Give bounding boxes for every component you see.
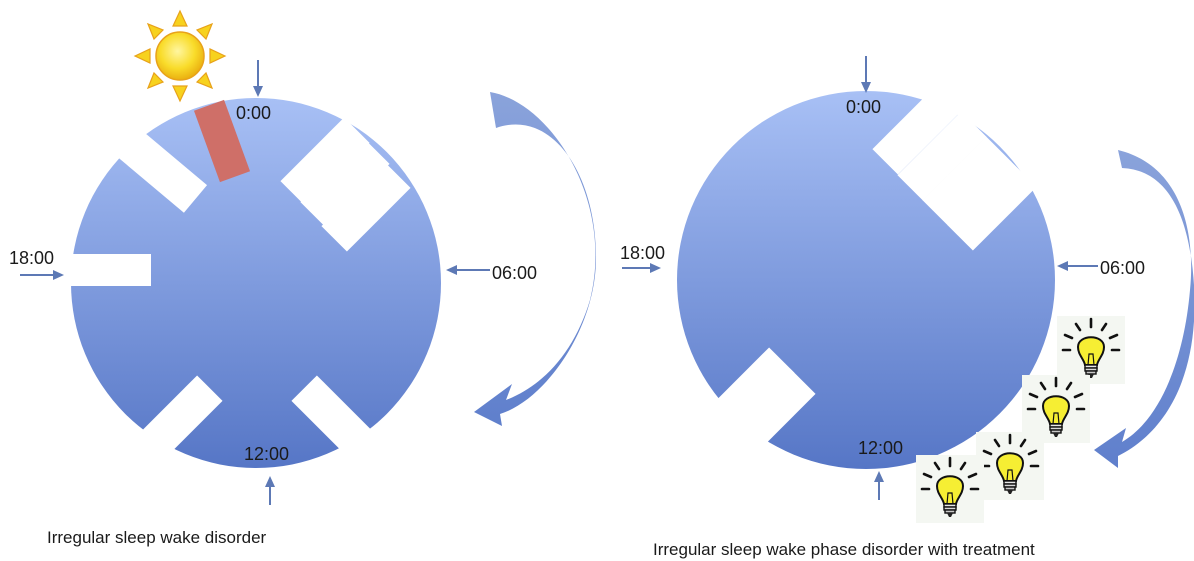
lightbulb-icon [914, 453, 986, 525]
sleep-block [947, 161, 1037, 251]
sleep-block [897, 111, 987, 201]
sleep-block [70, 254, 151, 286]
sleep-block [321, 162, 411, 252]
sun-icon [133, 9, 227, 103]
right-label-0000: 0:00 [846, 97, 881, 117]
left-panel: 0:00 06:00 12:00 18:00 Irregular sleep w… [9, 9, 597, 547]
lightbulb-icon [974, 430, 1046, 502]
sleep-block [291, 375, 381, 465]
right-label-0600: 06:00 [1100, 258, 1145, 278]
light-exposure-block [193, 99, 251, 183]
right-clockwise-arrow [1094, 150, 1194, 468]
right-panel: 0:00 06:00 12:00 18:00 Irregular sleep w… [620, 56, 1194, 559]
left-clockwise-arrow [474, 92, 597, 426]
left-sleep-blocks [70, 117, 411, 465]
right-caption: Irregular sleep wake phase disorder with… [653, 540, 1035, 559]
sleep-block [114, 127, 208, 213]
lightbulb-icon [1055, 314, 1127, 386]
left-label-1200: 12:00 [244, 444, 289, 464]
sleep-block [872, 85, 962, 175]
sleep-block [133, 375, 223, 465]
sleep-block [922, 136, 1012, 226]
sleep-block [280, 117, 370, 207]
left-time-pointers [20, 60, 490, 505]
left-label-0000: 0:00 [236, 103, 271, 123]
right-label-1200: 12:00 [858, 438, 903, 458]
right-sleep-blocks [705, 85, 1037, 458]
right-time-pointers [622, 56, 1098, 500]
sleep-block [726, 368, 816, 458]
sleep-block [705, 347, 795, 437]
right-label-1800: 18:00 [620, 243, 665, 263]
left-caption: Irregular sleep wake disorder [47, 528, 267, 547]
left-label-0600: 06:00 [492, 263, 537, 283]
sleep-block [300, 138, 390, 228]
left-label-1800: 18:00 [9, 248, 54, 268]
